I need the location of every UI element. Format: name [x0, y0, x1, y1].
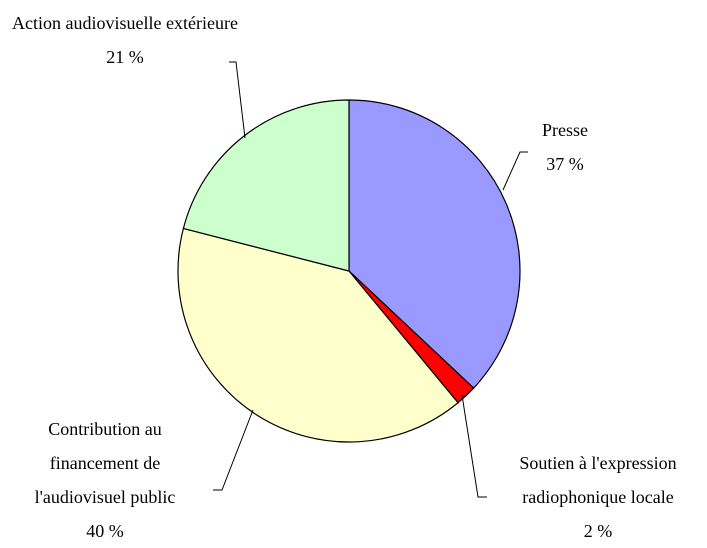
leader-line: [461, 394, 487, 498]
slice-label: Soutien à l'expression radiophonique loc…: [478, 446, 707, 548]
pie-slice: [348, 99, 521, 389]
value-label: 2 %: [583, 521, 613, 541]
category-label: Action audiovisuelle extérieure: [12, 13, 238, 33]
category-label: Contribution au financement de l'audiovi…: [34, 419, 176, 507]
leader-line: [213, 409, 254, 491]
leader-line: [229, 61, 246, 139]
pie-slice: [182, 99, 350, 272]
slice-label: Action audiovisuelle extérieure 21 %: [10, 6, 240, 74]
value-label: 37 %: [546, 154, 584, 174]
slice-label: Presse 37 %: [505, 113, 625, 181]
value-label: 21 %: [106, 47, 144, 67]
category-label: Soutien à l'expression radiophonique loc…: [519, 453, 677, 507]
value-label: 40 %: [86, 521, 124, 541]
slice-label: Contribution au financement de l'audiovi…: [10, 412, 200, 548]
pie-slice: [177, 227, 459, 443]
leader-line: [502, 151, 528, 191]
category-label: Presse: [542, 120, 588, 140]
